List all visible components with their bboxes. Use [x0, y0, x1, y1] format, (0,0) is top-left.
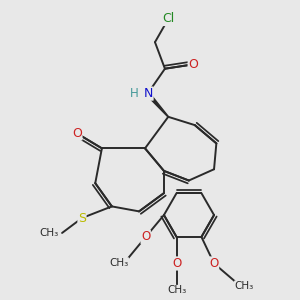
- Text: CH₃: CH₃: [167, 285, 186, 296]
- Text: O: O: [188, 58, 198, 71]
- Text: O: O: [72, 127, 82, 140]
- Text: N: N: [144, 87, 153, 100]
- Text: O: O: [172, 257, 181, 270]
- Text: H: H: [130, 87, 138, 100]
- Text: O: O: [141, 230, 150, 243]
- Text: CH₃: CH₃: [109, 258, 128, 268]
- Text: CH₃: CH₃: [40, 228, 59, 238]
- Text: CH₃: CH₃: [235, 281, 254, 291]
- Polygon shape: [146, 92, 168, 117]
- Text: S: S: [78, 212, 86, 224]
- Text: Cl: Cl: [162, 12, 174, 26]
- Text: O: O: [209, 257, 219, 270]
